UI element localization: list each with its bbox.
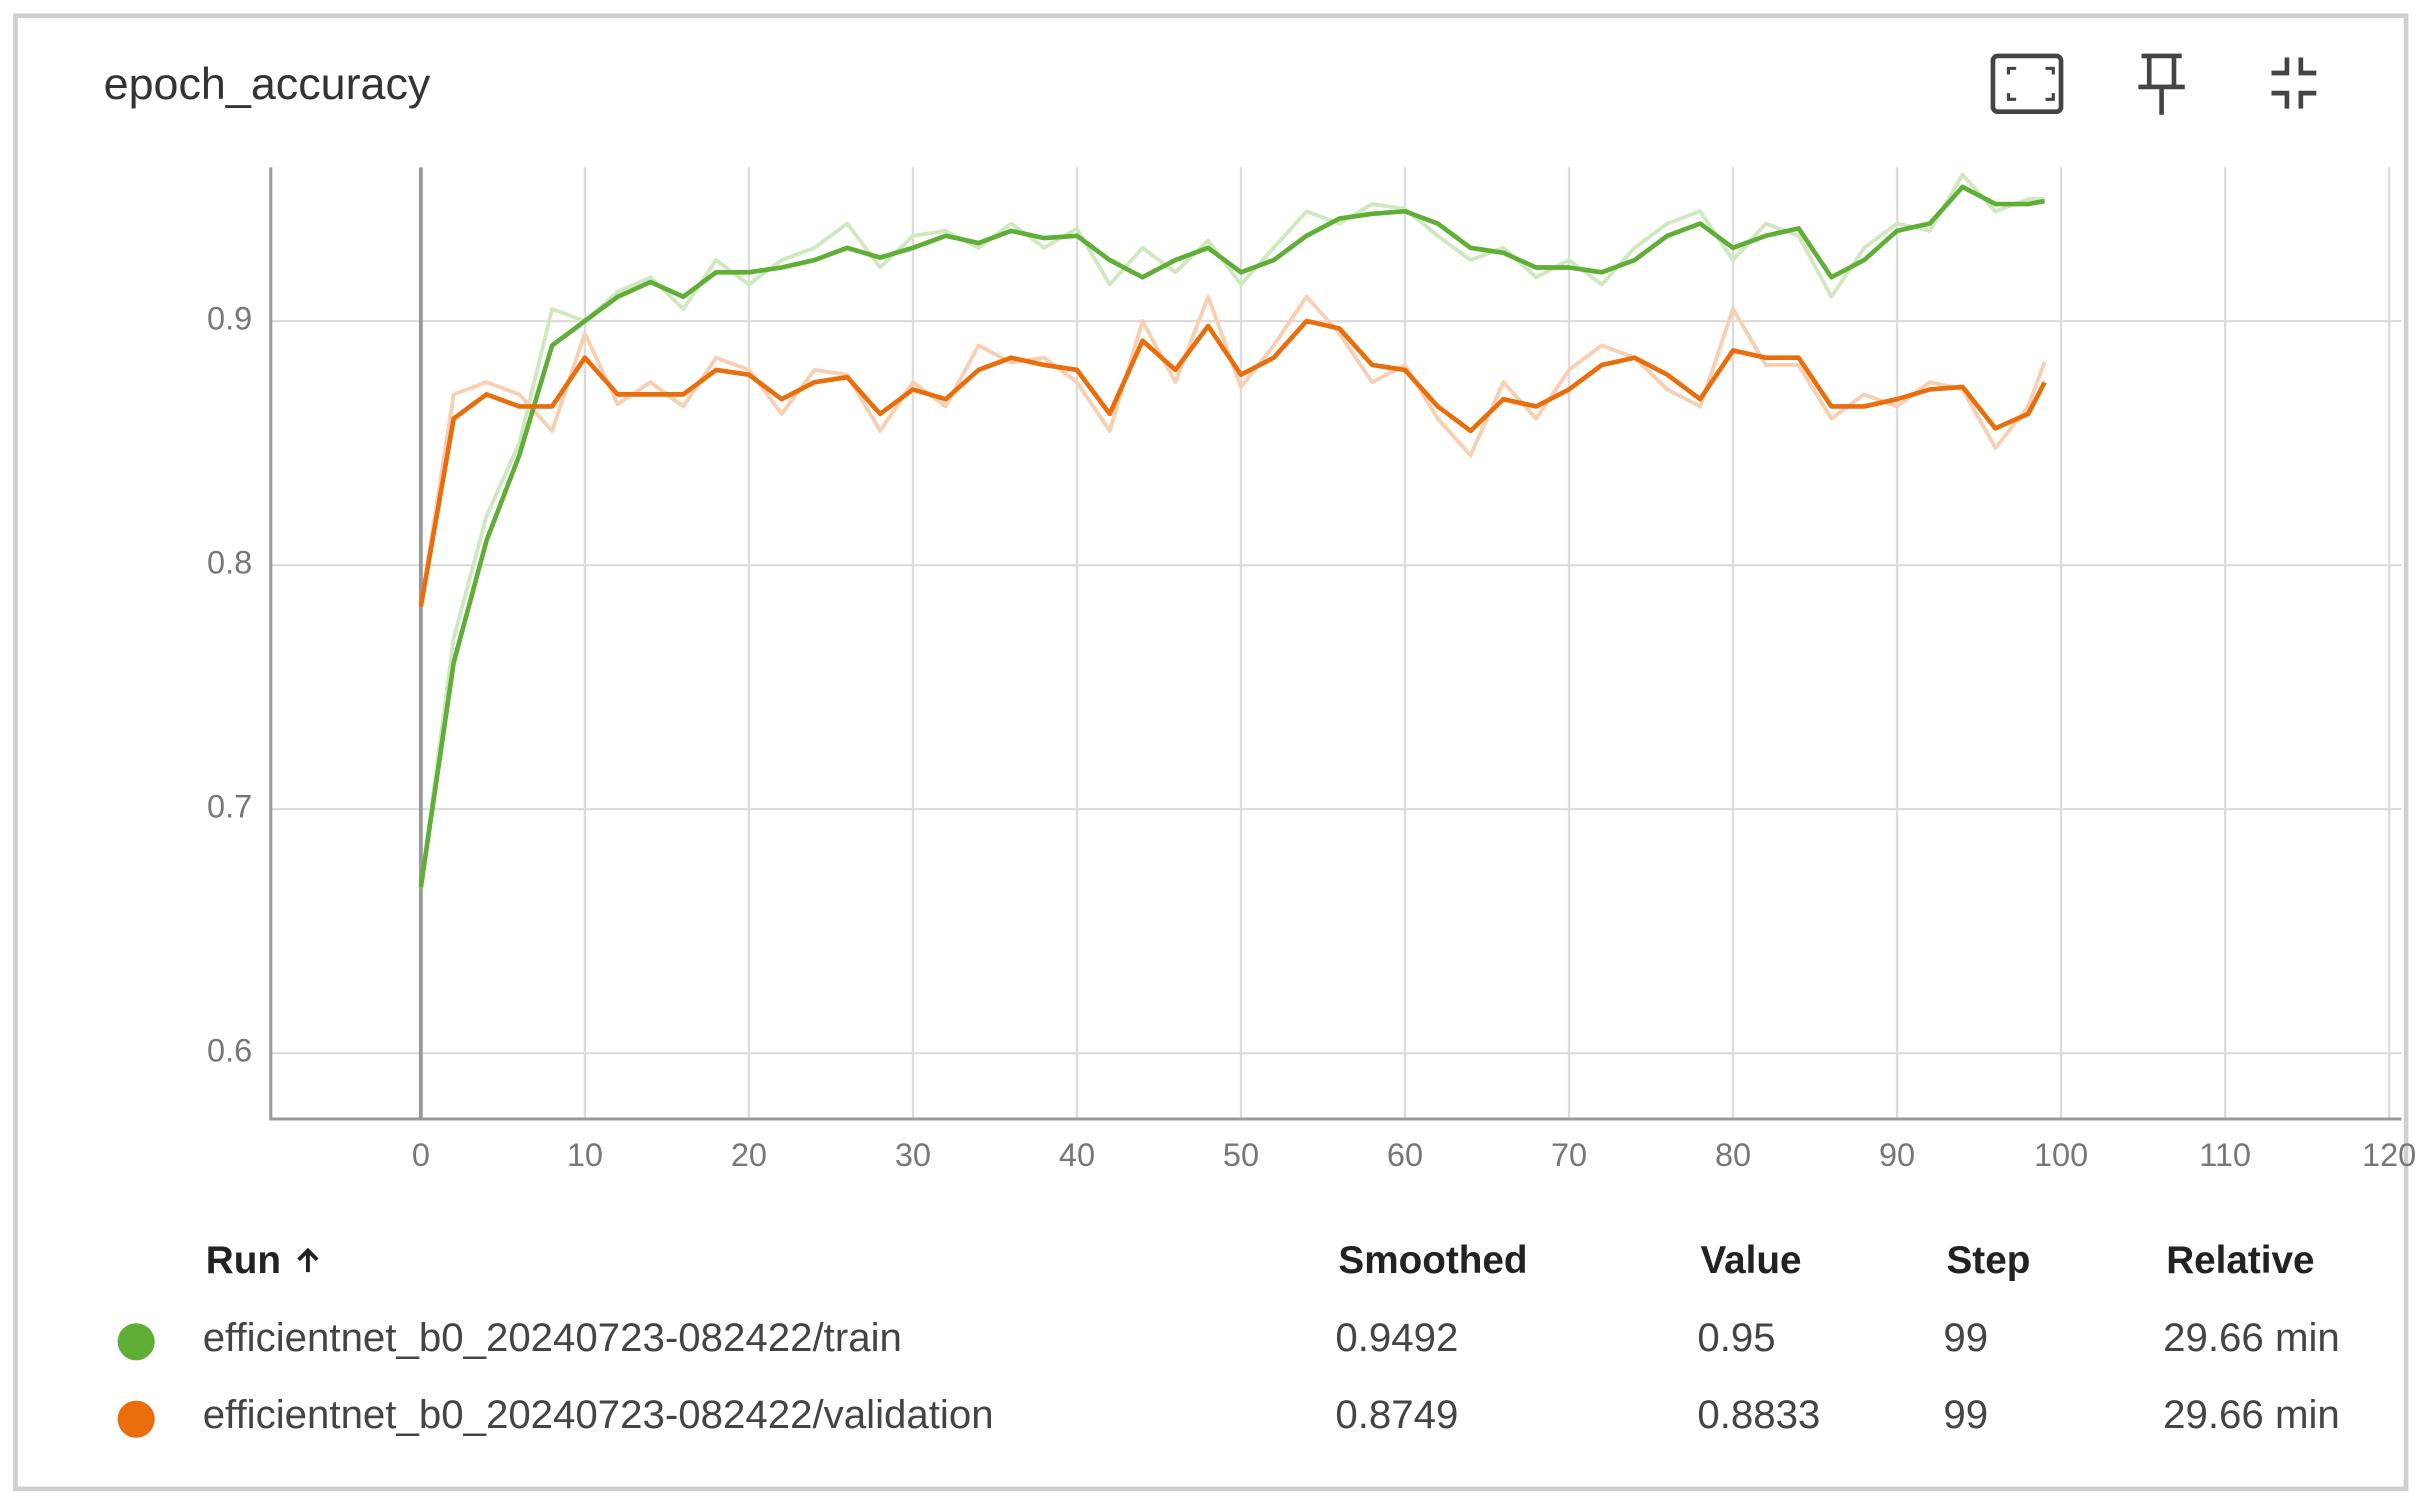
collapse-button[interactable] xyxy=(2271,57,2317,109)
table-cell: 99 xyxy=(1943,1392,1988,1437)
table-cell: 29.66 min xyxy=(2163,1315,2340,1360)
card-title: epoch_accuracy xyxy=(104,58,431,109)
x-tick-label: 80 xyxy=(1715,1137,1751,1173)
x-tick-label: 110 xyxy=(2199,1137,2251,1173)
y-tick-label: 0.8 xyxy=(207,545,252,581)
smoothed-line xyxy=(418,184,2046,888)
x-tick-label: 40 xyxy=(1059,1137,1095,1173)
x-tick-label: 30 xyxy=(895,1137,931,1173)
table-cell: 0.8749 xyxy=(1335,1392,1458,1437)
x-tick-label: 90 xyxy=(1879,1137,1915,1173)
fullscreen-button[interactable] xyxy=(1990,53,2064,115)
raw-line xyxy=(418,294,2047,607)
y-tick-label: 0.9 xyxy=(207,301,252,337)
table-cell: 0.9492 xyxy=(1335,1315,1458,1360)
x-tick-label: 100 xyxy=(2034,1137,2088,1173)
y-tick-label: 0.7 xyxy=(207,789,252,825)
x-tick-label: 50 xyxy=(1223,1137,1259,1173)
run-color-dot xyxy=(117,1400,155,1438)
column-header: Smoothed xyxy=(1338,1239,1527,1282)
column-header: Step xyxy=(1947,1239,2031,1282)
pin-button[interactable] xyxy=(2138,53,2185,115)
x-tick-label: 120 xyxy=(2362,1137,2416,1173)
axis-line xyxy=(269,167,2402,1121)
column-header: Run xyxy=(206,1239,281,1282)
legend-table: Run Smoothed Value Step Relative efficientnet… xyxy=(117,1239,2340,1438)
table-cell: 99 xyxy=(1943,1315,1988,1360)
column-header: Relative xyxy=(2166,1239,2314,1282)
table-cell: 0.95 xyxy=(1697,1315,1775,1360)
x-tick-label: 70 xyxy=(1551,1137,1587,1173)
table-cell: 0.8833 xyxy=(1697,1392,1820,1437)
sort-arrow-icon[interactable] xyxy=(297,1247,319,1273)
card-border xyxy=(13,13,2409,1492)
x-tick-label: 20 xyxy=(731,1137,767,1173)
plot-area: 0.6 0.7 0.8 0.9 0 10 20 30 40 50 60 70 80 90 100 110 120 xyxy=(207,167,2416,1173)
x-tick-label: 10 xyxy=(567,1137,603,1173)
table-cell: efficientnet_b0_20240723-082422/validati… xyxy=(203,1392,994,1437)
column-header: Value xyxy=(1700,1239,1801,1282)
smoothed-line xyxy=(418,318,2047,607)
table-cell: efficientnet_b0_20240723-082422/train xyxy=(203,1315,902,1360)
x-tick-label: 60 xyxy=(1387,1137,1423,1173)
table-cell: 29.66 min xyxy=(2163,1392,2340,1437)
y-tick-label: 0.6 xyxy=(207,1033,252,1069)
run-color-dot xyxy=(117,1323,155,1361)
x-tick-label: 0 xyxy=(412,1137,430,1173)
